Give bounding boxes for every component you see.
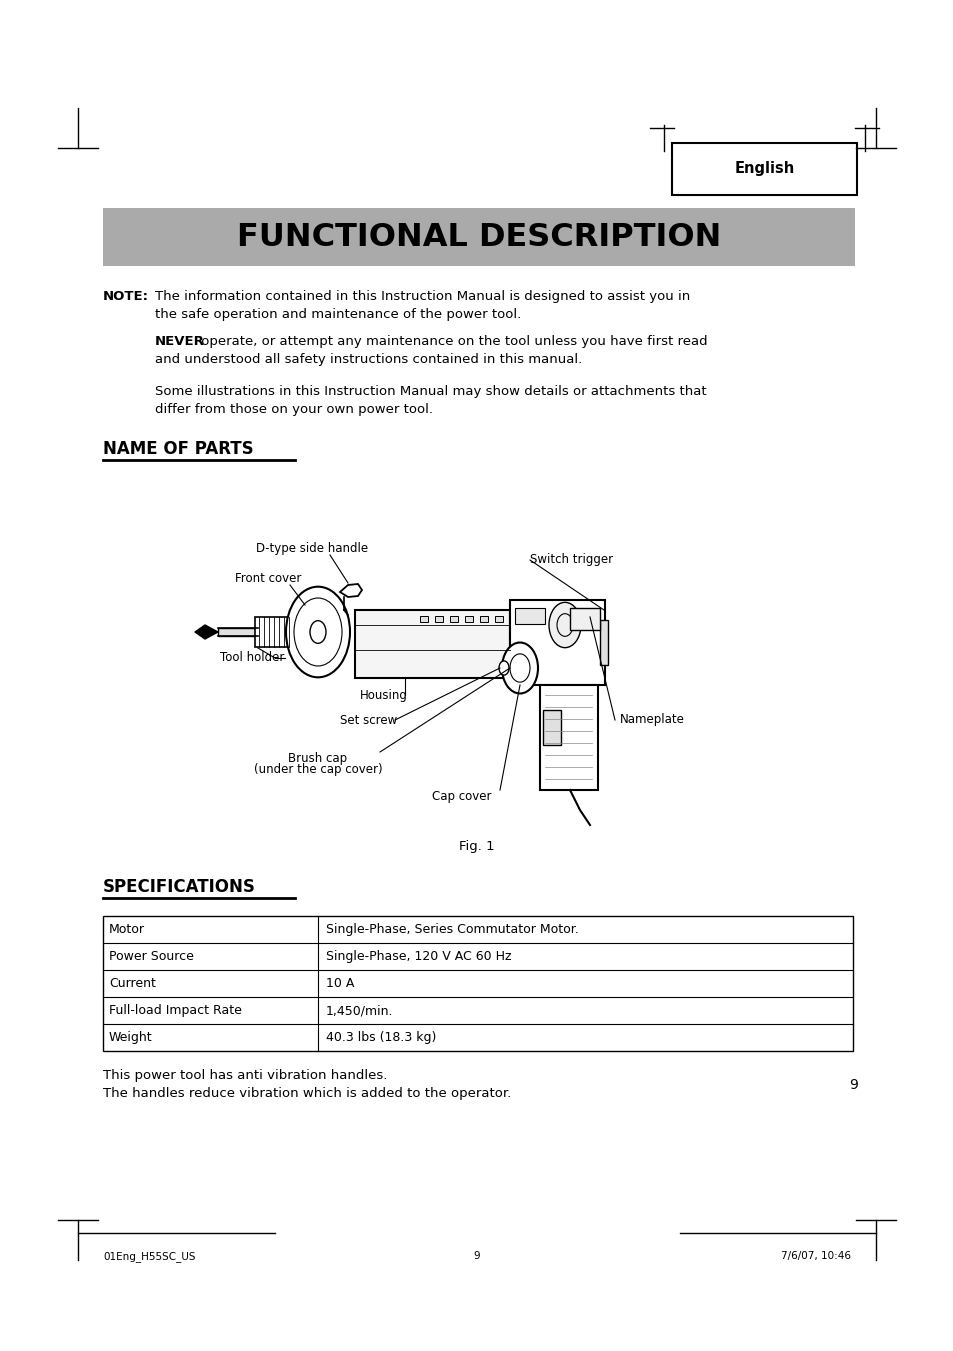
- Text: 01Eng_H55SC_US: 01Eng_H55SC_US: [103, 1251, 195, 1262]
- Polygon shape: [194, 626, 218, 632]
- Text: NOTE:: NOTE:: [103, 290, 149, 303]
- Bar: [569, 608, 599, 630]
- Text: SPECIFICATIONS: SPECIFICATIONS: [103, 878, 255, 896]
- Polygon shape: [194, 632, 218, 639]
- Bar: [479, 616, 488, 621]
- Bar: [450, 616, 457, 621]
- Bar: [464, 616, 473, 621]
- Circle shape: [286, 586, 350, 677]
- Bar: [542, 711, 560, 744]
- Text: The information contained in this Instruction Manual is designed to assist you i: The information contained in this Instru…: [154, 290, 690, 303]
- Text: Set screw: Set screw: [339, 713, 396, 727]
- Text: NEVER: NEVER: [154, 335, 205, 349]
- Bar: [495, 616, 502, 621]
- Text: Single-Phase, 120 V AC 60 Hz: Single-Phase, 120 V AC 60 Hz: [326, 950, 511, 963]
- Circle shape: [501, 643, 537, 693]
- Text: 9: 9: [849, 1078, 858, 1092]
- Bar: [103, 943, 852, 970]
- Text: Front cover: Front cover: [234, 571, 301, 585]
- Bar: [435, 616, 442, 621]
- Bar: [103, 916, 852, 1051]
- Text: Current: Current: [109, 977, 155, 990]
- Bar: [515, 608, 544, 624]
- Text: 1,450/min.: 1,450/min.: [326, 1004, 393, 1017]
- Bar: [103, 1024, 852, 1051]
- Text: English: English: [734, 162, 794, 177]
- Bar: [599, 620, 607, 665]
- Text: Housing: Housing: [359, 689, 408, 701]
- Text: the safe operation and maintenance of the power tool.: the safe operation and maintenance of th…: [154, 308, 520, 322]
- Text: 40.3 lbs (18.3 kg): 40.3 lbs (18.3 kg): [326, 1031, 436, 1044]
- Text: Switch trigger: Switch trigger: [530, 554, 613, 566]
- Text: Tool holder: Tool holder: [220, 651, 284, 665]
- Circle shape: [498, 661, 509, 676]
- Text: 10 A: 10 A: [326, 977, 354, 990]
- Bar: [539, 685, 598, 790]
- Text: and understood all safety instructions contained in this manual.: and understood all safety instructions c…: [154, 353, 581, 366]
- Bar: [355, 611, 510, 678]
- Bar: [254, 617, 293, 647]
- Bar: [218, 628, 257, 636]
- Text: Some illustrations in this Instruction Manual may show details or attachments th: Some illustrations in this Instruction M…: [154, 385, 706, 399]
- Text: Fig. 1: Fig. 1: [458, 840, 495, 852]
- Text: operate, or attempt any maintenance on the tool unless you have first read: operate, or attempt any maintenance on t…: [196, 335, 707, 349]
- Text: Full-load Impact Rate: Full-load Impact Rate: [109, 1004, 242, 1017]
- Text: The handles reduce vibration which is added to the operator.: The handles reduce vibration which is ad…: [103, 1088, 511, 1100]
- Bar: [510, 600, 604, 685]
- Text: Single-Phase, Series Commutator Motor.: Single-Phase, Series Commutator Motor.: [326, 923, 578, 936]
- FancyBboxPatch shape: [671, 143, 856, 195]
- Bar: [103, 916, 852, 943]
- Text: Brush cap: Brush cap: [288, 753, 347, 765]
- Text: Weight: Weight: [109, 1031, 152, 1044]
- Bar: [103, 208, 854, 266]
- Bar: [103, 970, 852, 997]
- Circle shape: [548, 603, 580, 647]
- Text: FUNCTIONAL DESCRIPTION: FUNCTIONAL DESCRIPTION: [236, 222, 720, 253]
- Text: differ from those on your own power tool.: differ from those on your own power tool…: [154, 403, 433, 416]
- Bar: [419, 616, 428, 621]
- Text: D-type side handle: D-type side handle: [255, 542, 368, 555]
- Text: This power tool has anti vibration handles.: This power tool has anti vibration handl…: [103, 1069, 387, 1082]
- Text: Cap cover: Cap cover: [432, 790, 491, 802]
- Bar: [103, 997, 852, 1024]
- Text: 9: 9: [474, 1251, 479, 1260]
- Text: Power Source: Power Source: [109, 950, 193, 963]
- Text: Nameplate: Nameplate: [619, 713, 684, 727]
- Text: NAME OF PARTS: NAME OF PARTS: [103, 440, 253, 458]
- Text: (under the cap cover): (under the cap cover): [253, 763, 382, 775]
- Text: 7/6/07, 10:46: 7/6/07, 10:46: [781, 1251, 850, 1260]
- Text: Motor: Motor: [109, 923, 145, 936]
